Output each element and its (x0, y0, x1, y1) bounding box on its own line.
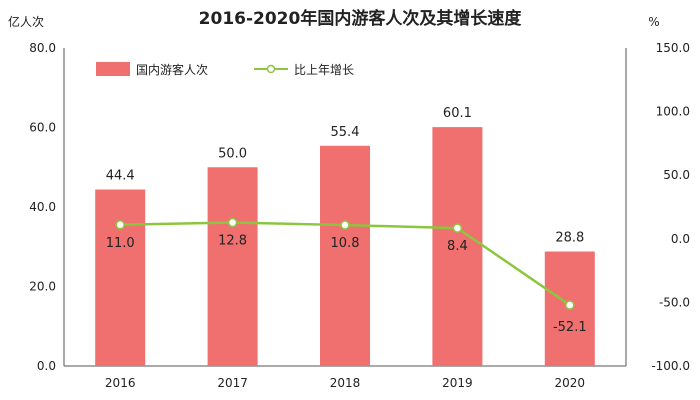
y-left-tick-label: 80.0 (29, 41, 56, 55)
x-axis-ticks: 2016 2017 2018 2019 2020 (105, 376, 585, 390)
y-right-tick-label: -50.0 (659, 295, 690, 309)
chart-title: 2016-2020年国内游客人次及其增长速度 (199, 8, 523, 29)
y-right-tick-label: 150.0 (656, 41, 690, 55)
line-point (227, 217, 238, 228)
bar-series (95, 127, 595, 366)
line-value-label: 10.8 (331, 236, 360, 251)
y-left-tick-label: 0.0 (37, 359, 56, 373)
x-tick-label: 2020 (555, 376, 586, 390)
line-value-label: 8.4 (447, 239, 468, 254)
bar (432, 127, 483, 366)
line-point (340, 220, 350, 230)
line-point (115, 220, 125, 230)
x-tick-label: 2018 (330, 376, 361, 390)
y-left-tick-label: 40.0 (29, 200, 56, 214)
line-value-label: 12.8 (218, 234, 247, 249)
bar-value-label: 50.0 (218, 146, 247, 161)
y-right-tick-label: 50.0 (663, 168, 690, 182)
bar-value-label: 60.1 (443, 106, 472, 121)
x-tick-label: 2016 (105, 376, 136, 390)
y-right-tick-label: -100.0 (651, 359, 690, 373)
y-right-tick-label: 100.0 (656, 105, 690, 119)
legend: 国内游客人次 比上年增长 (96, 62, 354, 77)
legend-line-label: 比上年增长 (294, 63, 354, 77)
y-axis-right-ticks: -100.0 -50.0 0.0 50.0 100.0 150.0 (651, 41, 690, 373)
line-point (452, 223, 463, 233)
bar-value-label: 28.8 (555, 231, 584, 246)
bar (320, 145, 370, 366)
y-left-tick-label: 20.0 (29, 280, 56, 294)
line-value-label: -52.1 (553, 320, 587, 335)
bar (95, 189, 146, 366)
y-axis-left-ticks: 0.0 20.0 40.0 60.0 80.0 (29, 41, 56, 373)
x-tick-label: 2019 (442, 376, 473, 390)
y-axis-right-label: % (648, 15, 659, 29)
bar-value-labels: 44.4 50.0 55.4 60.1 28.8 (106, 106, 585, 245)
line-value-labels: 11.0 12.8 10.8 8.4 -52.1 (106, 234, 587, 336)
y-axis-left-label: 亿人次 (8, 14, 44, 29)
legend-bar-swatch (96, 62, 130, 76)
legend-bar-label: 国内游客人次 (136, 62, 208, 77)
bar-value-label: 55.4 (331, 125, 360, 140)
y-right-tick-label: 0.0 (671, 232, 690, 246)
bar (207, 167, 258, 366)
bar-value-label: 44.4 (106, 169, 135, 184)
line-point (565, 300, 575, 310)
legend-line-marker (266, 64, 276, 74)
line-value-label: 11.0 (106, 236, 135, 251)
line-series (115, 217, 575, 310)
x-tick-label: 2017 (217, 376, 248, 390)
y-left-tick-label: 60.0 (29, 121, 56, 135)
